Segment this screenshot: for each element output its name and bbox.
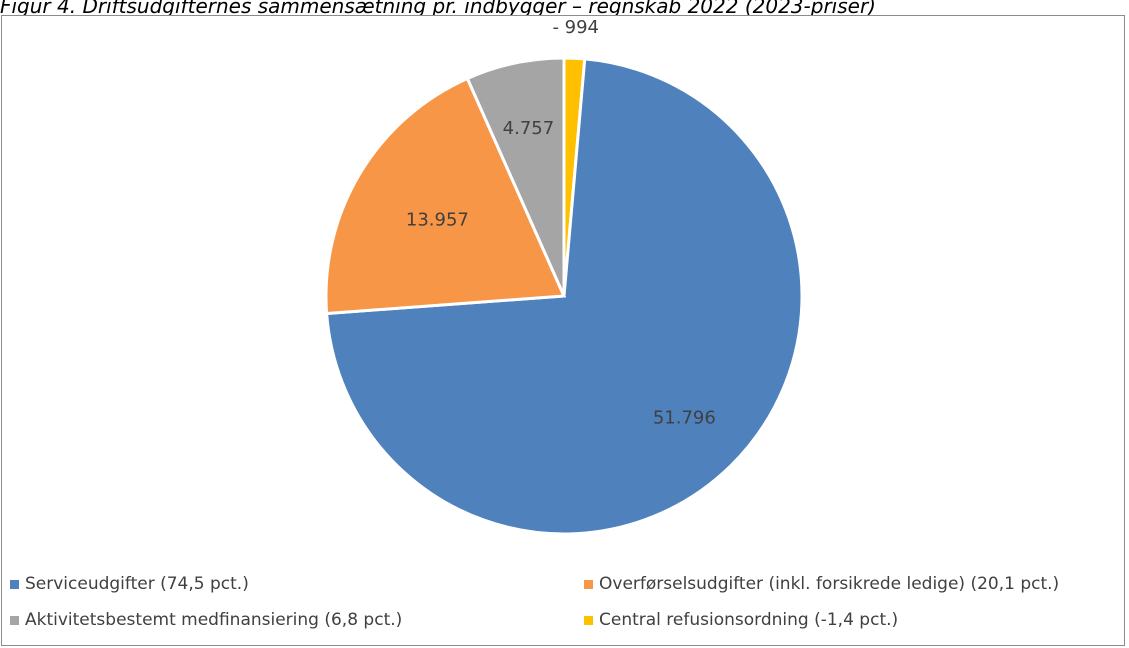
data-label-central-refusion: - 994 [552,17,599,38]
legend-label: Overførselsudgifter (inkl. forsikrede le… [599,574,1060,594]
legend-item-overfoerselsudgifter: Overførselsudgifter (inkl. forsikrede le… [584,574,1059,594]
legend-label: Aktivitetsbestemt medfinansiering (6,8 p… [25,610,403,630]
data-label-aktivitetsbestemt: 4.757 [503,118,555,139]
figure-title: Figur 4. Driftsudgifternes sammensætning… [0,0,876,18]
legend-item-aktivitetsbestemt: Aktivitetsbestemt medfinansiering (6,8 p… [10,610,402,630]
legend-swatch [584,579,593,589]
legend-label: Serviceudgifter (74,5 pct.) [25,574,249,594]
pie-chart: - 994 51.796 13.957 4.757 [324,17,804,536]
legend-label: Central refusionsordning (-1,4 pct.) [599,610,899,630]
legend-item-central-refusion: Central refusionsordning (-1,4 pct.) [584,610,898,630]
data-label-overfoerselsudgifter: 13.957 [406,210,469,231]
data-label-serviceudgifter: 51.796 [653,407,716,428]
pie-slice-aktivitetsbestemt [465,56,566,297]
legend-swatch [584,615,593,625]
legend-swatch [10,615,19,625]
chart-area: - 994 51.796 13.957 4.757 Serviceudgifter (… [1,15,1125,646]
pie-slice-overfoerselsudgifter [324,76,567,316]
legend-item-serviceudgifter: Serviceudgifter (74,5 pct.) [10,574,249,594]
legend-swatch [10,579,19,589]
